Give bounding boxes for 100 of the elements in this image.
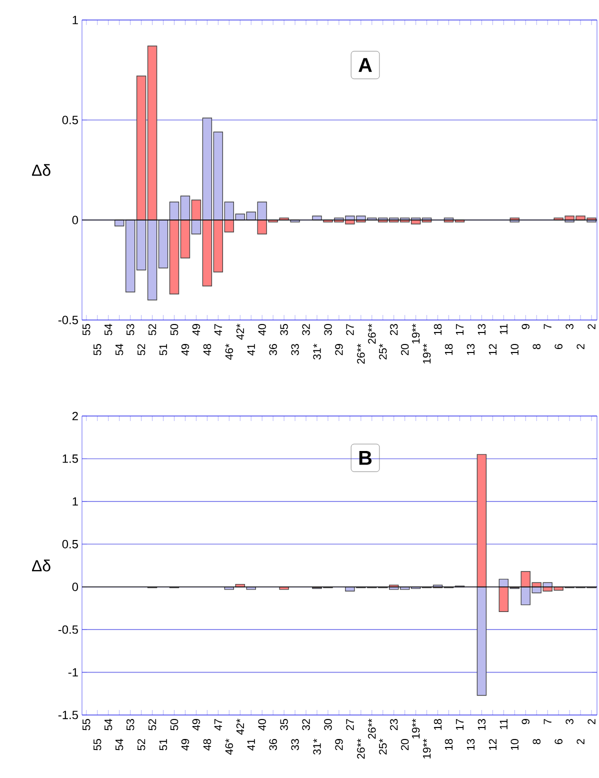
- x-tick-label: 50: [170, 324, 178, 336]
- y-tick-label: -0.5: [58, 316, 78, 324]
- y-tick-label: 1.5: [62, 454, 78, 463]
- x-tick-label: 55: [82, 719, 90, 730]
- x-tick-label: 50: [170, 718, 178, 730]
- x-tick-label: 36: [269, 344, 278, 356]
- x-tick-label: 51: [160, 739, 168, 750]
- y-tick-label: -0.5: [58, 625, 78, 634]
- y-tick-label: 0.5: [62, 116, 78, 124]
- x-tick-label: 48: [203, 739, 212, 750]
- x-tick-label: 35: [280, 324, 288, 336]
- x-tick-label: 42*: [236, 718, 244, 735]
- x-tick-label: 48: [203, 344, 212, 356]
- x-tick-label: 29: [335, 344, 344, 356]
- x-tick-label: 29: [335, 739, 344, 750]
- x-tick-label: 26**: [357, 738, 365, 759]
- text: B: [360, 451, 372, 465]
- x-tick-label: 2: [576, 739, 585, 744]
- x-tick-label: 51: [160, 344, 168, 356]
- x-tick-label: 36: [269, 739, 278, 750]
- y-tick-label: 2: [72, 412, 78, 420]
- x-tick-label: 53: [126, 719, 134, 730]
- x-tick-label: 53: [126, 324, 134, 336]
- x-tick-label: 2: [588, 324, 596, 330]
- x-tick-label: 25*: [379, 738, 387, 754]
- x-tick-label: 19**: [412, 324, 420, 344]
- x-tick-label: 49: [192, 719, 200, 730]
- x-tick-label: 19**: [423, 738, 431, 758]
- x-tick-label: 7: [544, 719, 552, 724]
- x-tick-label: 20: [401, 344, 409, 356]
- x-tick-label: 19**: [412, 718, 420, 738]
- x-tick-label: 13: [467, 739, 475, 750]
- x-tick-label: 3: [566, 324, 574, 330]
- x-tick-label: 55: [94, 344, 102, 356]
- y-tick-label: 0: [72, 216, 78, 224]
- y-tick-label: -1: [68, 668, 78, 676]
- x-tick-label: 31*: [313, 344, 322, 360]
- x-tick-label: 30: [324, 324, 332, 336]
- text: A: [358, 58, 372, 72]
- y-tick-label: 0.5: [62, 540, 78, 548]
- x-tick-label: 30: [324, 718, 332, 730]
- x-tick-label: 6: [554, 739, 563, 744]
- x-tick-label: 26**: [368, 324, 376, 344]
- x-tick-label: 11: [500, 324, 508, 334]
- x-tick-label: 12: [489, 739, 497, 750]
- x-tick-label: 42*: [236, 324, 244, 340]
- x-tick-label: 9: [522, 719, 530, 724]
- x-tick-label: 18: [445, 344, 453, 355]
- x-tick-label: 13: [467, 344, 475, 355]
- x-tick-label: 10: [510, 344, 519, 355]
- x-tick-label: 32: [302, 324, 310, 336]
- x-tick-label: 18: [445, 739, 453, 750]
- x-tick-label: 52: [138, 739, 146, 750]
- x-tick-label: 10: [510, 738, 519, 750]
- x-tick-label: 32: [302, 719, 310, 730]
- x-tick-label: 13: [478, 719, 486, 730]
- x-tick-label: 27: [346, 719, 354, 730]
- x-tick-label: 54: [104, 718, 112, 730]
- y-tick-label: 1: [72, 497, 78, 506]
- x-tick-label: 46*: [225, 344, 234, 360]
- x-tick-label: 49: [192, 324, 200, 336]
- x-tick-label: 33: [291, 344, 300, 356]
- x-tick-label: 47: [214, 324, 222, 336]
- x-tick-label: 40: [258, 324, 266, 336]
- x-tick-label: 18: [434, 719, 442, 730]
- x-tick-label: 33: [291, 739, 300, 750]
- x-tick-label: 54: [116, 738, 124, 750]
- x-tick-label: 7: [544, 324, 552, 330]
- x-tick-label: 23: [390, 719, 398, 730]
- x-tick-label: 25*: [379, 344, 387, 360]
- x-tick-label: 55: [94, 739, 102, 750]
- x-tick-label: 35: [280, 719, 288, 730]
- x-tick-label: 2: [588, 719, 596, 724]
- x-tick-label: 12: [489, 344, 497, 355]
- x-tick-label: 52: [148, 324, 156, 336]
- y-tick-label: 1: [72, 16, 78, 24]
- x-tick-label: 17: [456, 324, 464, 335]
- x-tick-label: 47: [214, 719, 222, 730]
- x-tick-label: 20: [401, 738, 409, 750]
- x-tick-label: 26**: [368, 718, 376, 739]
- x-tick-label: 41: [248, 344, 256, 356]
- y-tick-label: 0: [72, 582, 78, 592]
- x-tick-label: 3: [566, 719, 574, 724]
- x-tick-label: 8: [532, 344, 541, 350]
- y-tick-label: -1.5: [58, 710, 78, 720]
- x-tick-label: 19**: [423, 344, 431, 364]
- x-tick-label: 23: [390, 324, 398, 336]
- x-tick-label: 46*: [225, 738, 234, 755]
- x-tick-label: 41: [248, 739, 256, 750]
- x-tick-label: 40: [258, 718, 266, 730]
- x-tick-label: 52: [138, 344, 146, 356]
- x-tick-label: 27: [346, 324, 354, 336]
- x-tick-label: 54: [104, 324, 112, 336]
- x-tick-label: 2: [576, 344, 585, 350]
- x-tick-label: 13: [478, 324, 486, 335]
- x-tick-label: 18: [434, 324, 442, 335]
- x-tick-label: 54: [116, 344, 124, 356]
- x-tick-label: 8: [532, 739, 541, 744]
- x-tick-label: 49: [182, 344, 190, 356]
- x-tick-label: 11: [500, 719, 508, 730]
